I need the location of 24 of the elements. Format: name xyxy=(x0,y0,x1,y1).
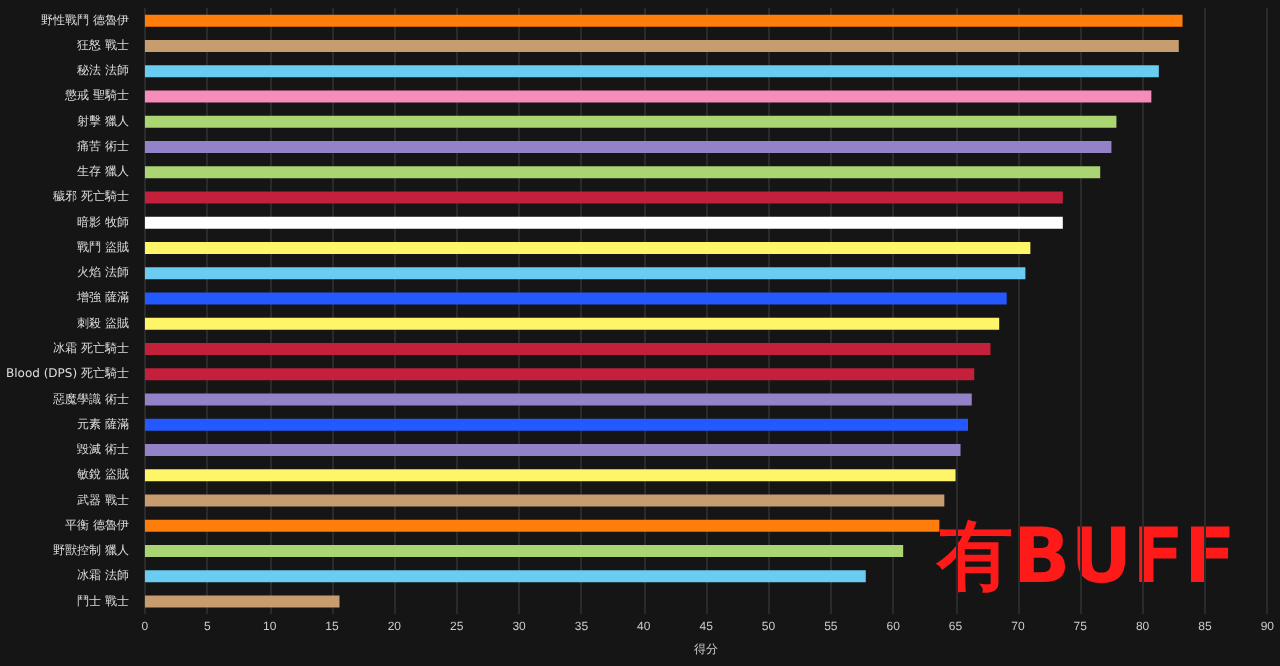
bar xyxy=(144,368,975,381)
bar xyxy=(144,216,1063,229)
bar xyxy=(144,292,1007,305)
bar xyxy=(144,519,940,532)
bar xyxy=(144,39,1179,52)
bar xyxy=(144,115,1117,128)
bar xyxy=(144,241,1031,254)
bar xyxy=(144,317,1000,330)
bar xyxy=(144,140,1112,153)
bar xyxy=(144,90,1152,103)
bar xyxy=(144,418,969,431)
bar xyxy=(144,191,1063,204)
bar xyxy=(144,494,945,507)
bar xyxy=(144,65,1159,78)
bar xyxy=(144,14,1183,27)
bar xyxy=(144,444,961,457)
bar xyxy=(144,570,866,583)
bar xyxy=(144,166,1101,179)
bar xyxy=(144,393,972,406)
bar xyxy=(144,595,340,608)
bar xyxy=(144,342,991,355)
bar xyxy=(144,545,904,558)
bar xyxy=(144,469,956,482)
bar xyxy=(144,267,1026,280)
